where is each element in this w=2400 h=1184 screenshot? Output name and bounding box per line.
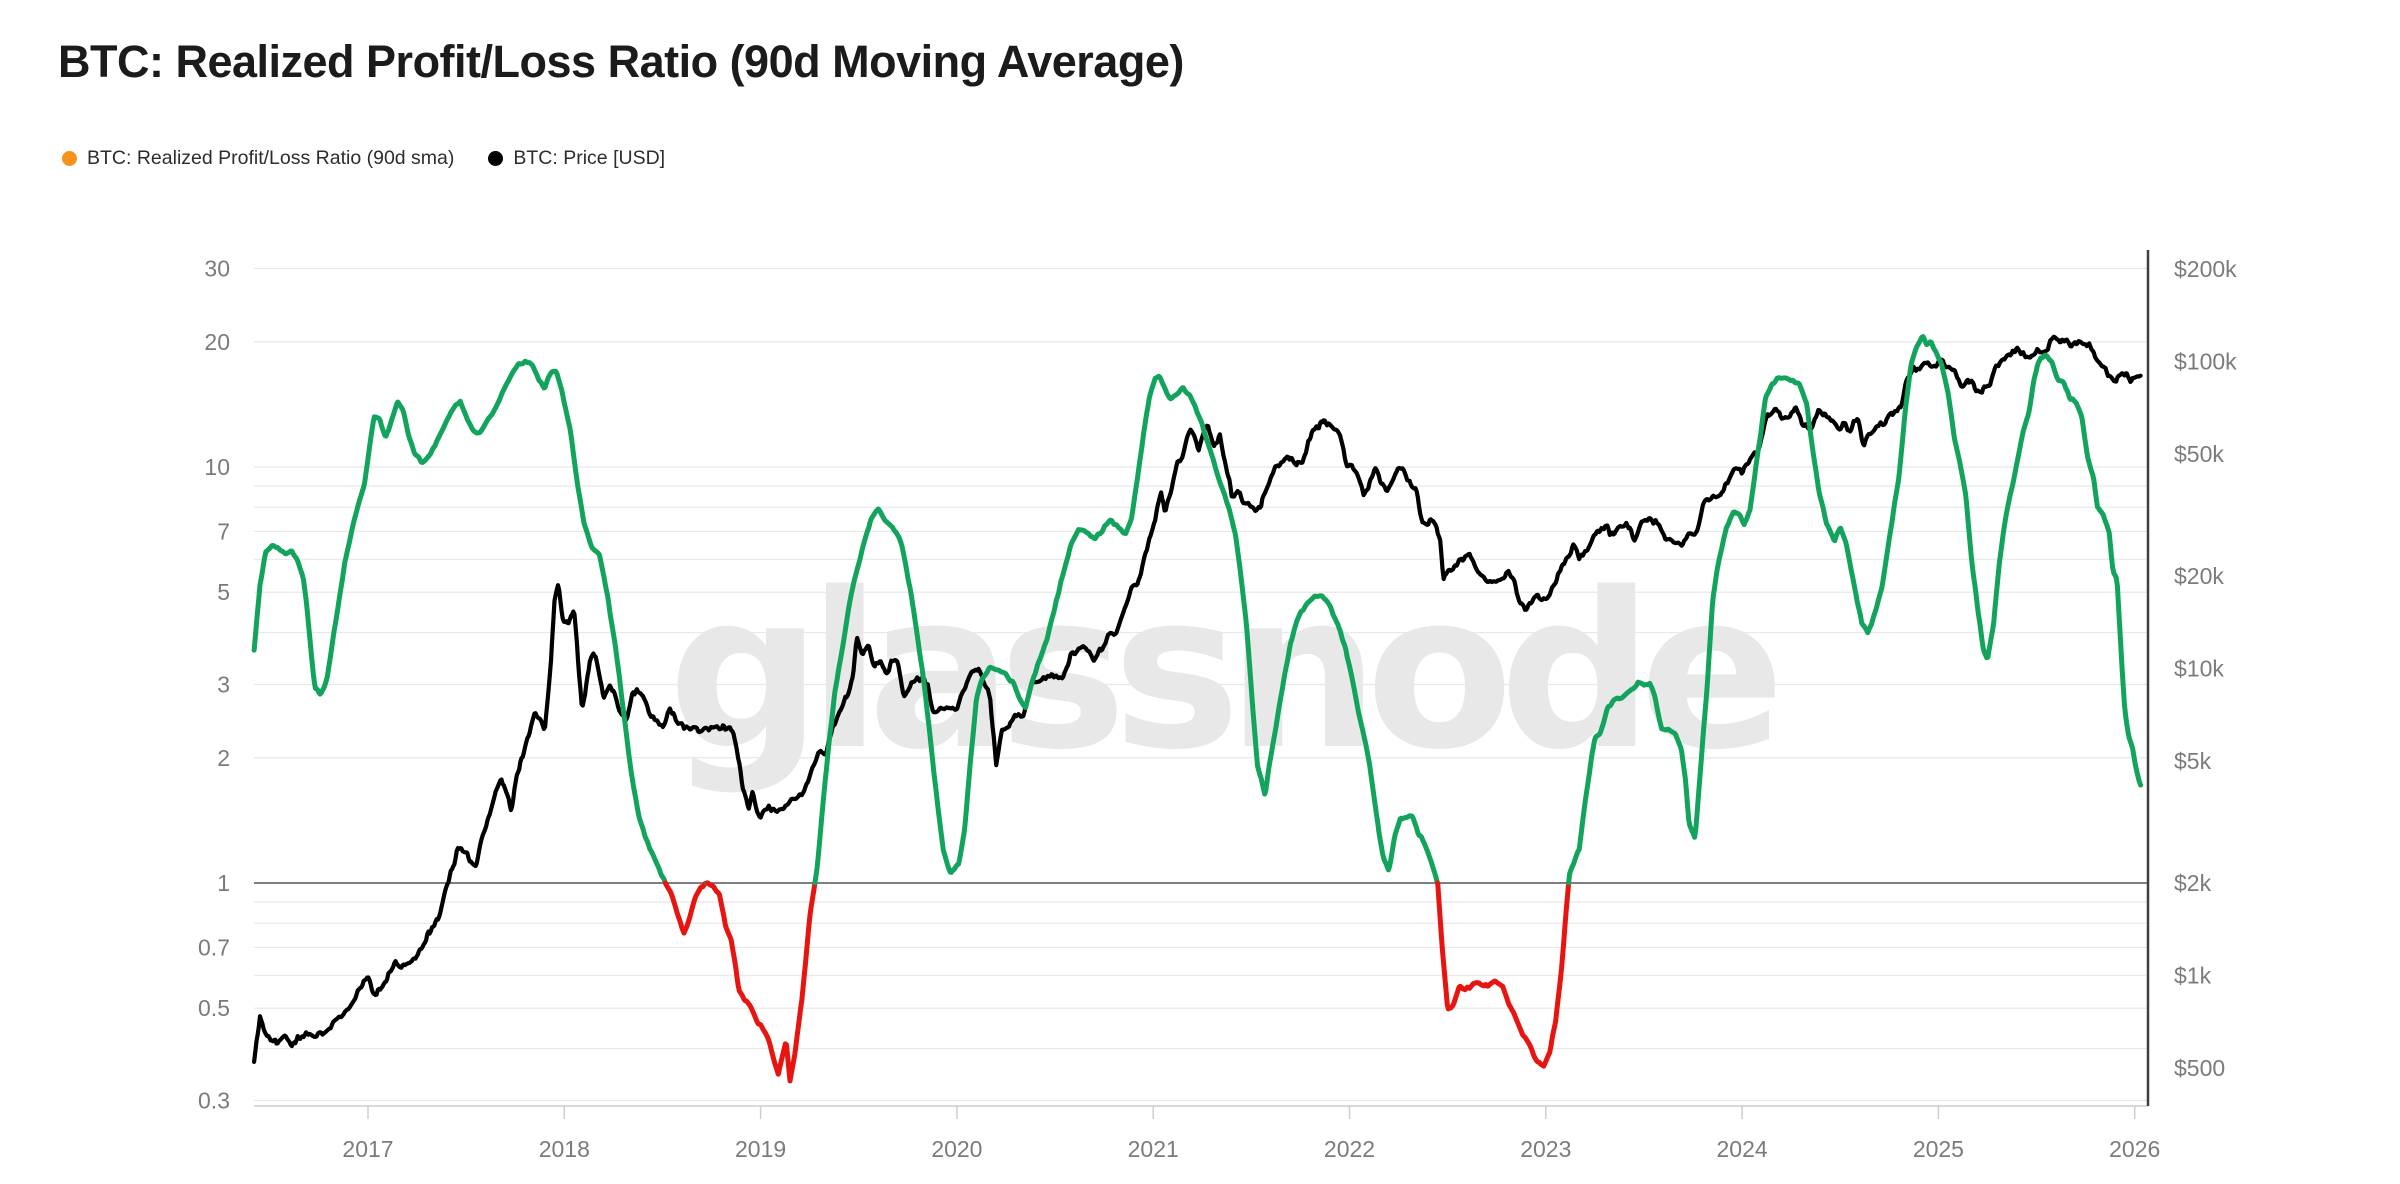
y-left-tick-label: 10 (204, 454, 230, 480)
legend-label-price: BTC: Price [USD] (513, 147, 666, 169)
legend-item-ratio[interactable]: BTC: Realized Profit/Loss Ratio (90d sma… (62, 147, 454, 170)
y-left-tick-label: 1 (217, 870, 230, 896)
ratio-line-loss-segment (1435, 880, 1572, 1069)
x-axis-tick-label: 2019 (735, 1136, 786, 1162)
y-left-tick-label: 0.7 (198, 934, 230, 960)
page-title: BTC: Realized Profit/Loss Ratio (90d Mov… (58, 36, 1184, 87)
x-axis-tick-label: 2022 (1324, 1136, 1375, 1162)
x-axis-tick-label: 2024 (1717, 1136, 1768, 1162)
price-series-color-dot (488, 151, 504, 166)
y-left-tick-label: 2 (217, 745, 230, 771)
y-right-tick-label: $5k (2174, 748, 2212, 774)
x-axis-tick-label: 2018 (539, 1136, 590, 1162)
y-right-tick-label: $2k (2174, 870, 2212, 896)
x-axis-tick-label: 2020 (931, 1136, 982, 1162)
y-left-tick-label: 5 (217, 579, 230, 605)
glassnode-watermark: glassnode (668, 546, 1775, 797)
y-left-tick-label: 20 (204, 329, 230, 355)
y-right-tick-label: $100k (2174, 348, 2237, 374)
x-axis-tick-label: 2026 (2109, 1136, 2160, 1162)
x-axis-tick-label: 2023 (1520, 1136, 1571, 1162)
ratio-line-profit-segment (251, 358, 668, 886)
y-left-tick-label: 3 (217, 672, 230, 698)
x-axis-tick-label: 2025 (1913, 1136, 1964, 1162)
ratio-line-loss-segment (705, 880, 818, 1084)
ratio-line-profit-segment (812, 373, 1440, 886)
y-left-tick-label: 7 (217, 518, 230, 544)
y-right-tick-label: $500 (2174, 1055, 2225, 1081)
y-right-tick-label: $50k (2174, 441, 2224, 467)
ratio-series-color-dot (62, 151, 77, 166)
y-right-tick-label: $10k (2174, 655, 2224, 681)
legend: BTC: Realized Profit/Loss Ratio (90d sma… (62, 147, 665, 170)
legend-item-price[interactable]: BTC: Price [USD] (488, 147, 665, 170)
price-line (252, 334, 2143, 1065)
y-right-tick-label: $200k (2174, 256, 2237, 282)
y-right-tick-label: $20k (2174, 563, 2224, 589)
legend-label-ratio: BTC: Realized Profit/Loss Ratio (90d sma… (87, 147, 455, 169)
ratio-line-profit-segment (1566, 334, 2144, 886)
y-right-tick-label: $1k (2174, 962, 2212, 988)
x-axis-tick-label: 2017 (342, 1136, 393, 1162)
y-left-tick-label: 30 (204, 256, 230, 282)
x-axis-tick-label: 2021 (1128, 1136, 1179, 1162)
y-left-tick-label: 0.3 (198, 1088, 230, 1114)
ratio-line-loss-segment (662, 880, 710, 936)
y-left-tick-label: 0.5 (198, 995, 230, 1021)
